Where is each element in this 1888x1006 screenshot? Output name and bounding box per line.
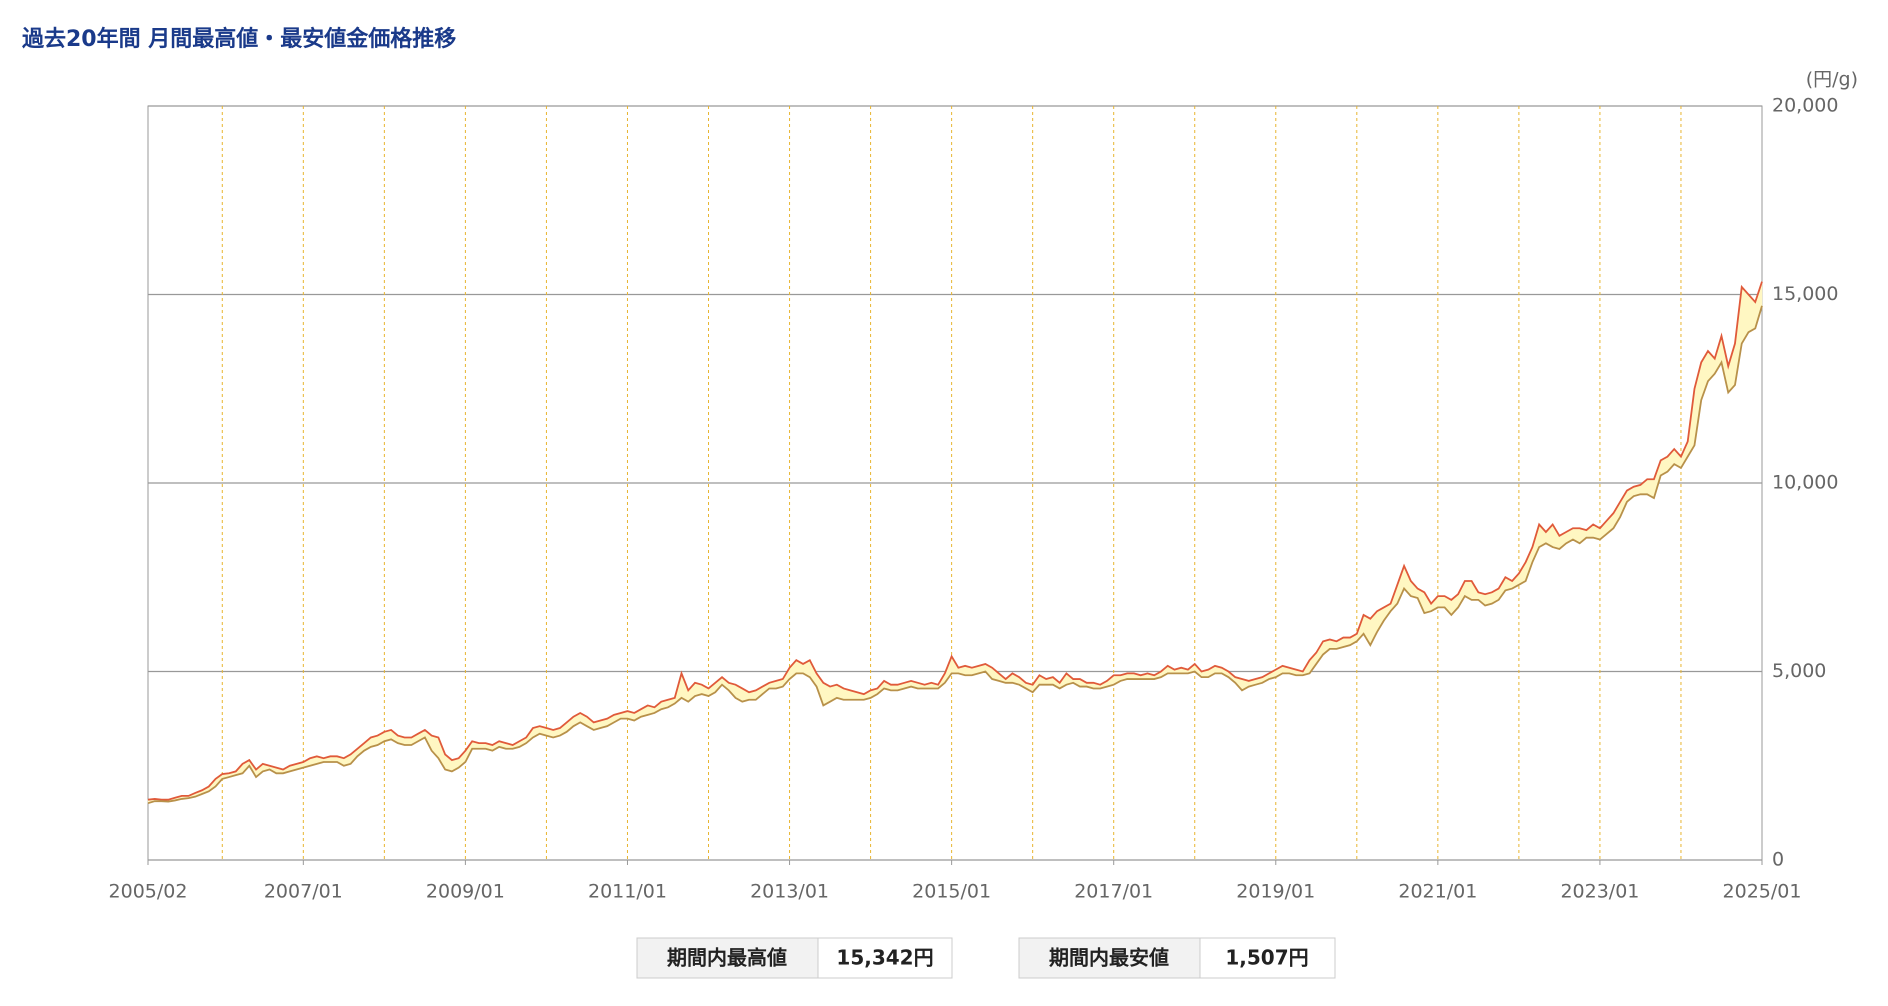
y-unit: (円/g) — [1806, 69, 1858, 91]
x-tick-label: 2013/01 — [750, 881, 829, 903]
x-tick-label: 2005/02 — [109, 881, 188, 903]
y-tick-label: 0 — [1772, 849, 1784, 871]
summary-label-cell — [636, 937, 819, 979]
x-tick-label: 2011/01 — [588, 881, 667, 903]
range-fill — [404, 737, 412, 746]
y-tick-label: 5,000 — [1772, 660, 1826, 682]
x-tick-label: 2023/01 — [1560, 881, 1639, 903]
x-tick-label: 2009/01 — [426, 881, 505, 903]
summary-label: 期間内最安値 — [1049, 946, 1169, 970]
summary-label: 期間内最高値 — [667, 946, 787, 970]
series-line — [147, 281, 1763, 801]
y-tick-label: 20,000 — [1772, 95, 1838, 117]
chart-title: 過去20年間 月間最高値・最安値金価格推移 — [22, 26, 456, 52]
y-tick-label: 15,000 — [1772, 283, 1838, 305]
x-tick-label: 2021/01 — [1398, 881, 1477, 903]
x-tick-label: 2017/01 — [1074, 881, 1153, 903]
summary-value: 15,342円 — [836, 946, 933, 970]
x-tick-label: 2019/01 — [1236, 881, 1315, 903]
range-fill — [1437, 595, 1445, 608]
x-tick-label: 2025/01 — [1723, 881, 1802, 903]
summary-label-cell — [1018, 937, 1201, 979]
x-tick-label: 2007/01 — [264, 881, 343, 903]
series-line — [147, 305, 1763, 805]
x-tick-label: 2015/01 — [912, 881, 991, 903]
summary-value: 1,507円 — [1225, 946, 1308, 970]
y-tick-label: 10,000 — [1772, 472, 1838, 494]
